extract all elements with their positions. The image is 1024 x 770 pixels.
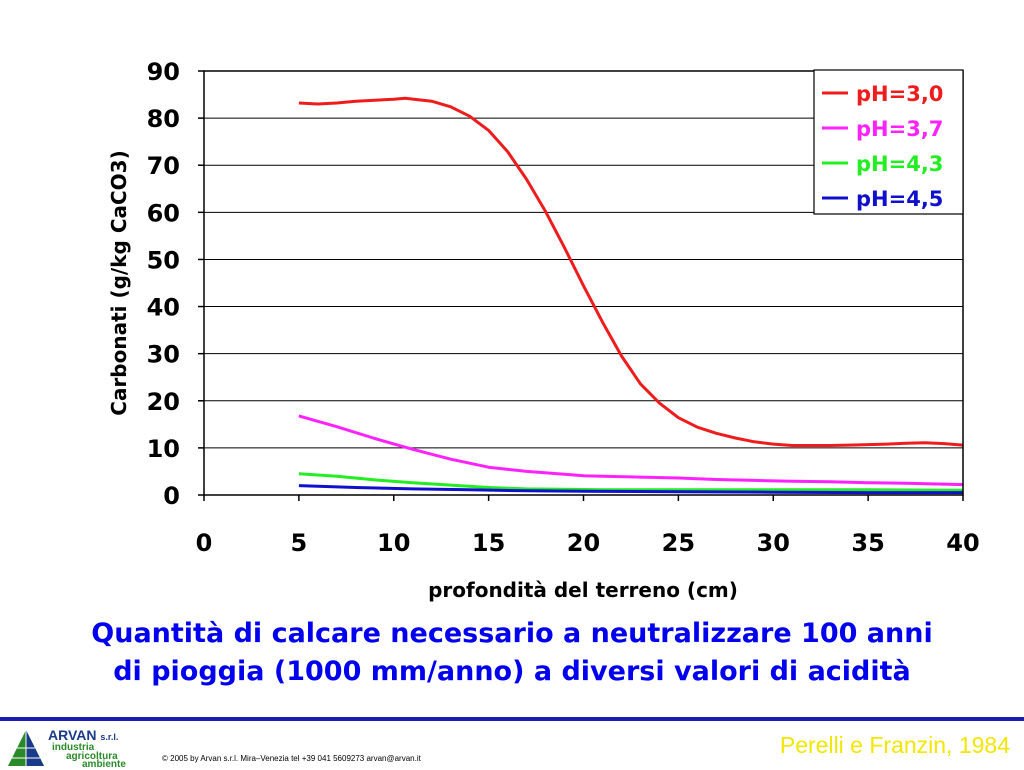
x-tick-label: 25 (662, 529, 695, 557)
footer-divider (0, 717, 1024, 721)
plot-frame (203, 70, 964, 496)
y-tick-label: 30 (147, 341, 180, 369)
x-tick-label: 40 (946, 529, 979, 557)
caption-line-2: di pioggia (1000 mm/anno) a diversi valo… (113, 656, 911, 687)
series-line-3 (298, 472, 964, 492)
legend-entry-label: pH=3,7 (856, 117, 943, 141)
caption-line-1: Quantità di calcare necessario a neutral… (91, 618, 933, 649)
source-citation: Perelli e Franzin, 1984 (779, 732, 1010, 758)
x-tick-label: 35 (851, 529, 884, 557)
series-line-2 (298, 414, 964, 487)
logo-name: ARVAN s.r.l. (48, 727, 119, 743)
tick-labels: 0 10 20 30 40 50 60 70 80 90 0 5 10 15 20 25 30 35 40 (147, 58, 980, 557)
x-tick-label: 30 (757, 529, 790, 557)
y-tick-label: 50 (147, 246, 180, 274)
series-lines (298, 96, 964, 495)
x-tick-label: 10 (377, 529, 410, 557)
copyright-notice: © 2005 by Arvan s.r.l. Mira–Venezia tel … (162, 754, 421, 763)
y-tick-label: 20 (147, 388, 180, 416)
series-line-1 (298, 96, 964, 447)
x-tick-label: 15 (472, 529, 505, 557)
y-axis-label: Carbonati (g/kg CaCO3) (107, 150, 131, 415)
y-tick-label: 90 (147, 58, 180, 86)
logo-tagline-ambiente: ambiente (82, 759, 126, 770)
arvan-logo: ARVAN s.r.l. industria agricoltura ambie… (6, 726, 156, 770)
y-tick-label: 0 (163, 482, 180, 510)
y-tick-label: 80 (147, 105, 180, 133)
legend: pH=3,0 pH=3,7 pH=4,3 pH=4,5 (813, 69, 964, 215)
y-tick-label: 70 (147, 152, 180, 180)
carbonate-chart: 0 10 20 30 40 50 60 70 80 90 0 5 10 15 20 25 30 35 40 prof… (107, 58, 980, 602)
y-tick-label: 10 (147, 435, 180, 463)
legend-entry-label: pH=4,5 (856, 187, 943, 211)
x-axis-label: profondità del terreno (cm) (428, 578, 738, 602)
logo-tagline-industria: industria (52, 742, 95, 753)
x-tick-label: 20 (567, 529, 600, 557)
pyramid-logo-icon (8, 730, 44, 766)
series-line-4 (298, 484, 963, 495)
legend-entry-label: pH=4,3 (856, 152, 943, 176)
x-tick-label: 0 (196, 529, 213, 557)
y-tick-label: 40 (147, 294, 180, 322)
x-tick-label: 5 (291, 529, 308, 557)
y-tick-label: 60 (147, 199, 180, 227)
logo-tagline-agricoltura: agricoltura (66, 751, 118, 762)
legend-entry-label: pH=3,0 (856, 82, 943, 106)
